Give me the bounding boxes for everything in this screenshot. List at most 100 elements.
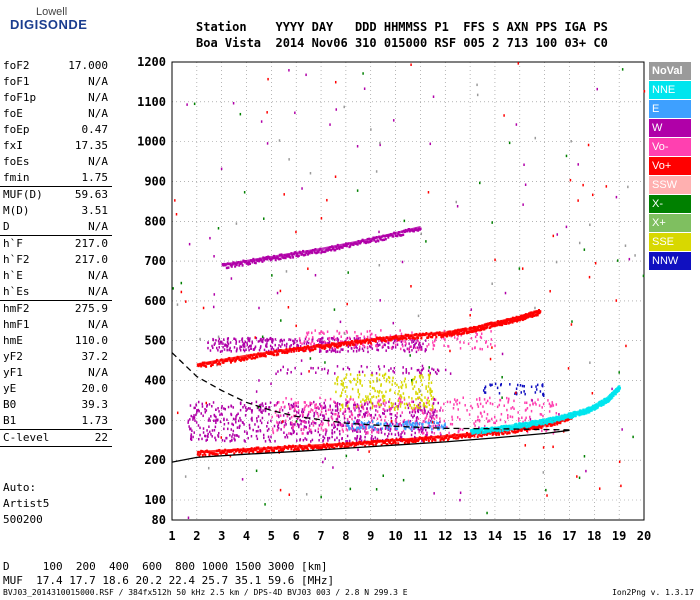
legend-item: NNE	[649, 81, 691, 99]
scatter-point	[330, 416, 333, 419]
scatter-point	[345, 401, 347, 405]
scatter-point	[214, 419, 217, 422]
scatter-point	[337, 411, 340, 415]
scatter-point	[440, 433, 442, 437]
scatter-point	[552, 445, 554, 449]
scatter-point	[311, 331, 313, 335]
scatter-point	[425, 420, 427, 424]
scatter-point	[243, 345, 245, 348]
scatter-point	[440, 424, 443, 427]
scatter-point	[386, 340, 388, 343]
scatter-point	[340, 335, 342, 338]
scatter-point	[634, 254, 636, 257]
scatter-point	[385, 349, 387, 352]
scatter-point	[427, 420, 430, 423]
scatter-point	[409, 423, 411, 426]
scatter-point	[349, 395, 352, 399]
scatter-point	[322, 331, 324, 334]
scatter-point	[518, 267, 521, 270]
scatter-point	[276, 421, 279, 425]
scatter-point	[215, 339, 217, 342]
scatter-point	[432, 341, 434, 344]
trace-point	[247, 263, 250, 266]
scatter-point	[377, 344, 380, 347]
scatter-point	[398, 339, 401, 342]
scatter-point	[618, 460, 621, 464]
scatter-point	[421, 439, 423, 443]
scatter-point	[384, 372, 387, 376]
trace-point	[349, 244, 352, 248]
trace-point	[266, 258, 269, 261]
scatter-point	[299, 339, 301, 342]
scatter-point	[422, 428, 424, 432]
scatter-point	[217, 339, 220, 343]
scatter-point	[419, 373, 422, 377]
param-row: MUF(D) 59.63	[0, 187, 112, 203]
scatter-point	[256, 419, 258, 423]
scatter-point	[309, 440, 312, 443]
scatter-point	[225, 436, 227, 440]
scatter-point	[426, 431, 429, 435]
scatter-point	[381, 427, 384, 430]
scatter-point	[401, 411, 403, 414]
scatter-point	[247, 407, 250, 410]
scatter-point	[334, 409, 337, 412]
scatter-point	[288, 432, 290, 435]
scatter-point	[411, 408, 414, 412]
scatter-point	[356, 430, 358, 433]
scatter-point	[259, 429, 262, 433]
scatter-point	[296, 410, 298, 414]
scatter-point	[356, 430, 359, 433]
scatter-point	[308, 337, 310, 341]
scatter-point	[290, 432, 293, 436]
scatter-point	[372, 420, 374, 423]
trace-point	[335, 247, 338, 250]
scatter-point	[616, 259, 619, 262]
scatter-point	[356, 429, 359, 432]
scatter-point	[269, 344, 272, 348]
scatter-point	[410, 425, 413, 428]
scatter-point	[364, 374, 366, 377]
legend-item: X-	[649, 195, 691, 213]
scatter-point	[444, 338, 446, 342]
scatter-point	[269, 337, 271, 340]
scatter-point	[429, 415, 431, 418]
param-name: yE	[3, 382, 17, 395]
scatter-point	[260, 410, 262, 414]
scatter-point	[276, 401, 278, 405]
scatter-point	[260, 403, 262, 407]
trace-point	[585, 411, 588, 415]
scatter-point	[542, 393, 544, 396]
scatter-point	[356, 346, 358, 350]
scatter-point	[410, 433, 413, 437]
auto-version: 500200	[3, 513, 43, 526]
scatter-point	[483, 424, 486, 428]
scatter-point	[422, 419, 425, 423]
trace-point	[249, 449, 252, 452]
scatter-point	[318, 407, 320, 410]
trace-point	[380, 443, 383, 447]
scatter-point	[415, 392, 417, 395]
scatter-point	[369, 336, 371, 339]
scatter-point	[383, 343, 386, 346]
scatter-point	[331, 429, 333, 432]
scatter-point	[372, 428, 375, 432]
scatter-point	[310, 431, 313, 435]
scatter-point	[273, 404, 276, 407]
scatter-point	[381, 395, 384, 398]
scatter-point	[294, 338, 296, 341]
scatter-point	[268, 438, 271, 441]
scatter-point	[375, 170, 378, 173]
scatter-point	[473, 422, 475, 425]
scatter-point	[363, 344, 365, 348]
param-row: yF2 37.2	[0, 349, 112, 365]
trace-point	[345, 344, 348, 347]
trace-point	[306, 448, 309, 451]
trace-point	[319, 446, 322, 449]
scatter-point	[276, 425, 279, 428]
trace-point	[441, 335, 444, 338]
scatter-point	[443, 419, 446, 423]
scatter-point	[582, 183, 584, 187]
scatter-point	[367, 395, 369, 398]
file-info: BVJ03_2014310015000.RSF / 384fx512h 50 k…	[3, 588, 408, 597]
